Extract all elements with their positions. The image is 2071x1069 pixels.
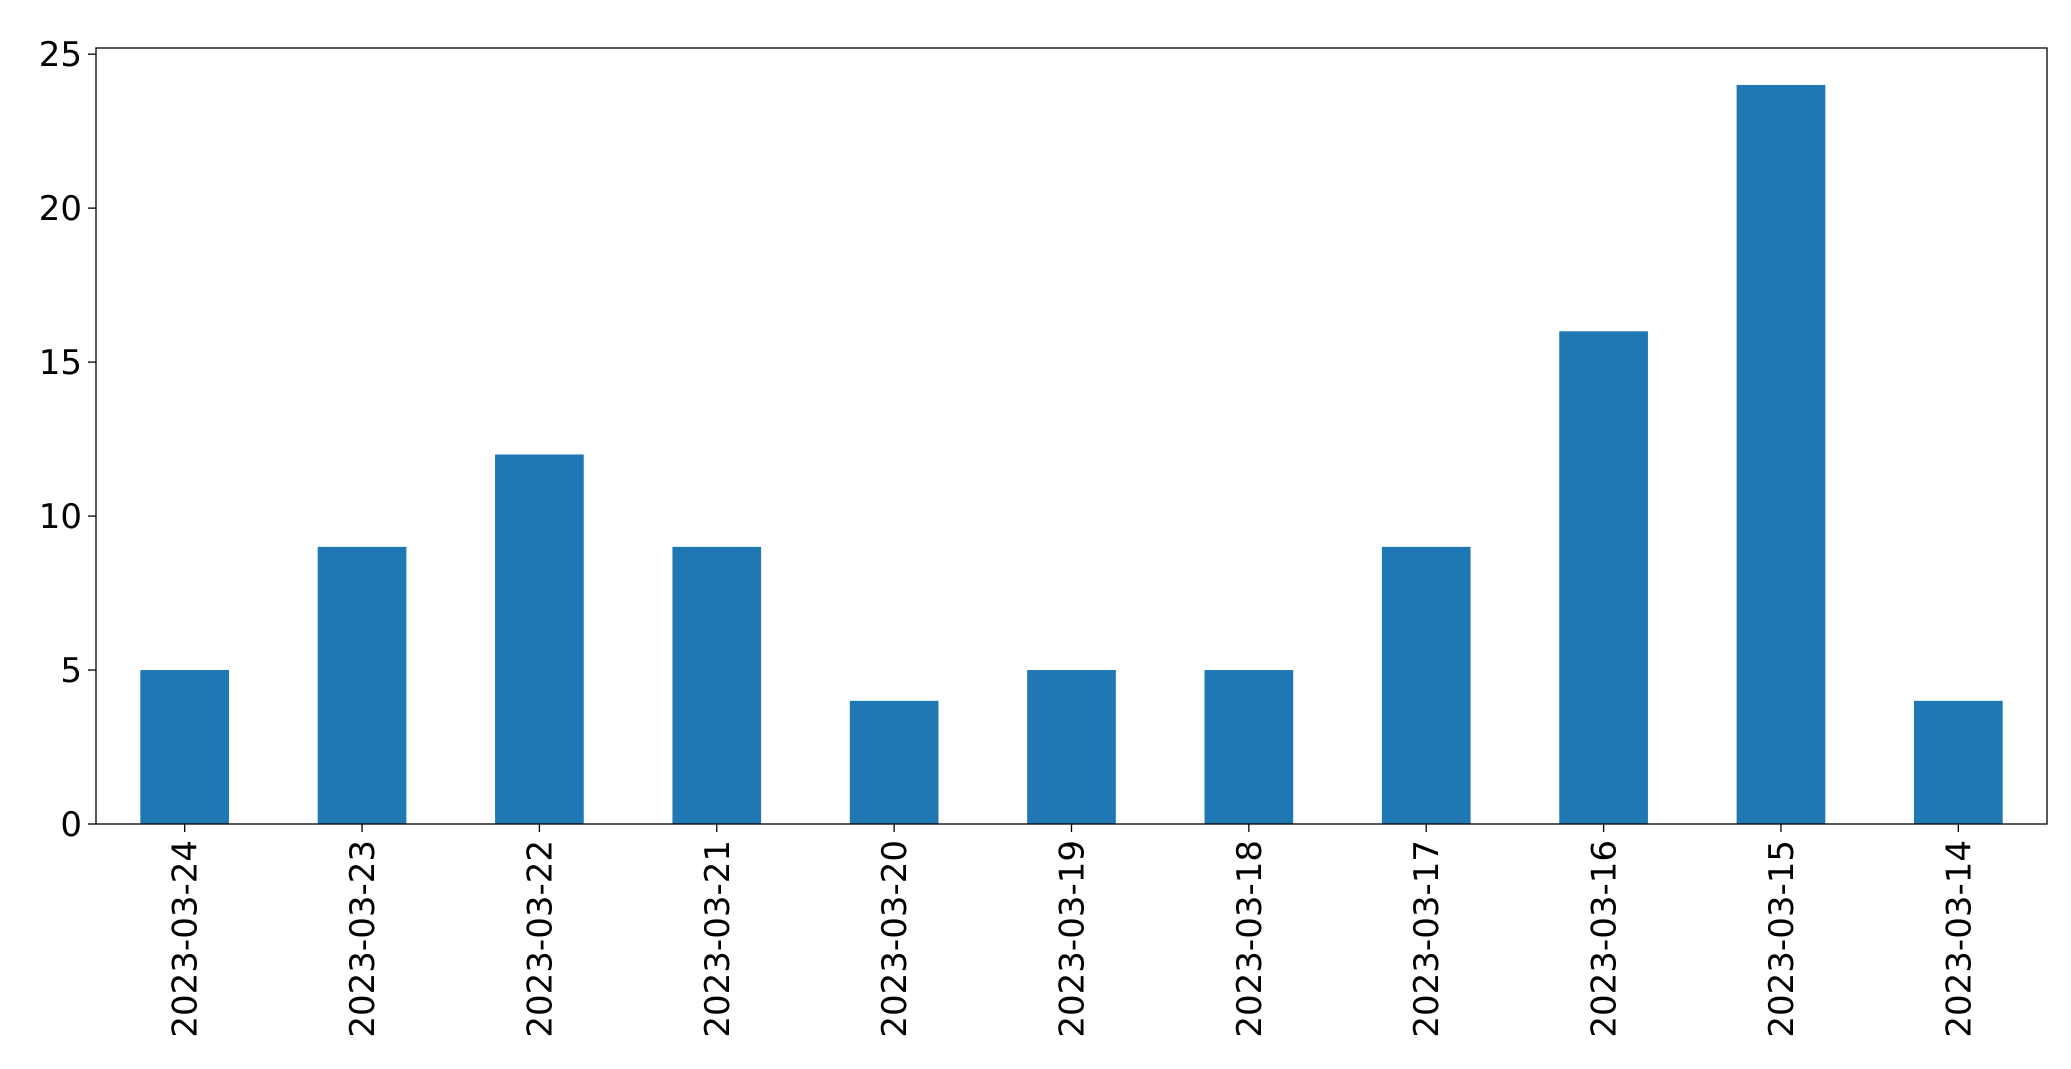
bar xyxy=(1027,670,1116,824)
x-tick-label: 2023-03-14 xyxy=(1939,840,1979,1038)
y-tick-label: 15 xyxy=(39,343,82,383)
x-tick-label: 2023-03-16 xyxy=(1585,840,1625,1038)
y-tick-label: 10 xyxy=(39,497,82,537)
y-tick-label: 20 xyxy=(39,189,82,229)
x-tick-label: 2023-03-19 xyxy=(1053,840,1093,1038)
x-tick-label: 2023-03-18 xyxy=(1230,840,1270,1038)
x-tick-label: 2023-03-22 xyxy=(520,840,560,1038)
x-tick-label: 2023-03-17 xyxy=(1407,840,1447,1038)
x-tick-label: 2023-03-24 xyxy=(166,840,206,1038)
bar xyxy=(1381,546,1471,824)
plot-frame xyxy=(95,47,2048,825)
bar xyxy=(849,700,939,824)
y-tick-label: 25 xyxy=(39,35,82,75)
x-tick-label: 2023-03-23 xyxy=(343,840,383,1038)
bar xyxy=(1913,700,2003,824)
x-tick-label: 2023-03-15 xyxy=(1762,840,1802,1038)
bar xyxy=(1736,84,1826,824)
bar xyxy=(672,546,762,824)
y-tick-label: 0 xyxy=(60,805,82,845)
bar xyxy=(317,546,407,824)
bar xyxy=(1559,331,1648,824)
x-tick-label: 2023-03-21 xyxy=(698,840,738,1038)
bar xyxy=(1204,670,1294,824)
y-tick-label: 5 xyxy=(60,651,82,691)
bar xyxy=(495,454,584,824)
x-tick-label: 2023-03-20 xyxy=(875,840,915,1038)
bar xyxy=(140,670,230,824)
